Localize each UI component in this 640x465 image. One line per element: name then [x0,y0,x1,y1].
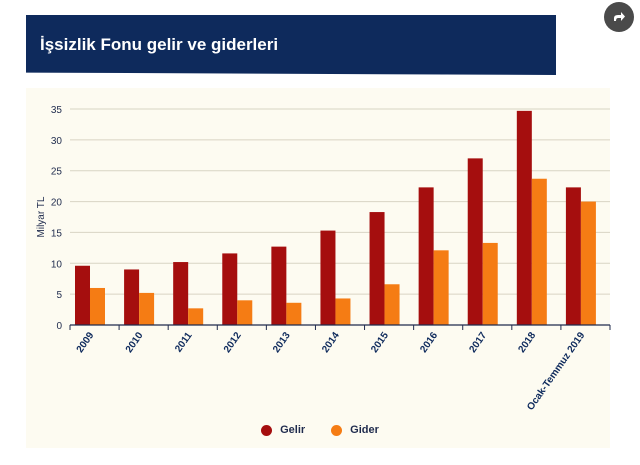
x-tick-label: 2009 [75,330,97,355]
bar-gider [482,242,498,325]
bar-gider [188,308,204,325]
bar-gelir [516,110,532,325]
legend: Gelir Gider [0,424,640,436]
legend-item-gelir: Gelir [261,424,305,436]
x-tick-label: 2011 [173,330,195,354]
bar-gelir [565,187,581,325]
y-tick-label: 15 [51,228,63,239]
bar-gelir [271,246,287,325]
bar-gelir [467,158,483,325]
bar-gider [384,284,400,325]
x-tick-label: 2016 [418,330,440,355]
bar-gider [335,298,351,325]
y-tick-label: 10 [51,259,63,270]
share-button[interactable] [604,2,634,32]
bar-gider [433,250,449,325]
legend-item-gider: Gider [331,424,379,436]
x-tick-label: 2017 [467,330,489,355]
chart-title: İşsizlik Fonu gelir ve giderleri [40,35,279,54]
x-tick-label: 2014 [320,330,342,355]
bar-gelir [418,187,434,325]
legend-swatch-gelir [261,424,273,436]
bar-gider [531,178,547,325]
bar-gider [237,300,253,325]
x-tick-label: 2010 [124,330,146,355]
y-axis-label: Milyar TL [36,196,47,237]
y-tick-label: 30 [51,136,63,147]
legend-swatch-gider [331,424,343,436]
chart-area [26,88,610,448]
y-tick-label: 0 [56,321,62,332]
bar-gider [286,302,302,325]
y-tick-label: 20 [51,198,63,209]
legend-label-gider: Gider [350,424,379,436]
bar-gelir [320,230,336,325]
x-tick-label: 2018 [517,330,539,355]
bar-gelir [75,265,90,325]
x-tick-label: 2013 [271,330,293,355]
bar-gider [139,292,155,325]
bar-gelir [173,262,189,325]
title-banner: İşsizlik Fonu gelir ve giderleri [26,15,556,75]
x-tick-label: Ocak-Temmuz 2019 [525,330,587,413]
bar-gelir [222,253,238,325]
y-tick-label: 25 [51,167,63,178]
x-tick-label: 2012 [222,330,244,355]
x-tick-label: 2015 [369,330,391,355]
y-tick-label: 5 [56,290,62,301]
bar-gelir [124,269,140,325]
share-icon [614,12,625,21]
y-tick-label: 35 [51,105,63,116]
bar-gider [580,201,596,325]
legend-label-gelir: Gelir [280,424,306,436]
bar-gider [90,287,105,325]
bar-gelir [369,212,385,325]
